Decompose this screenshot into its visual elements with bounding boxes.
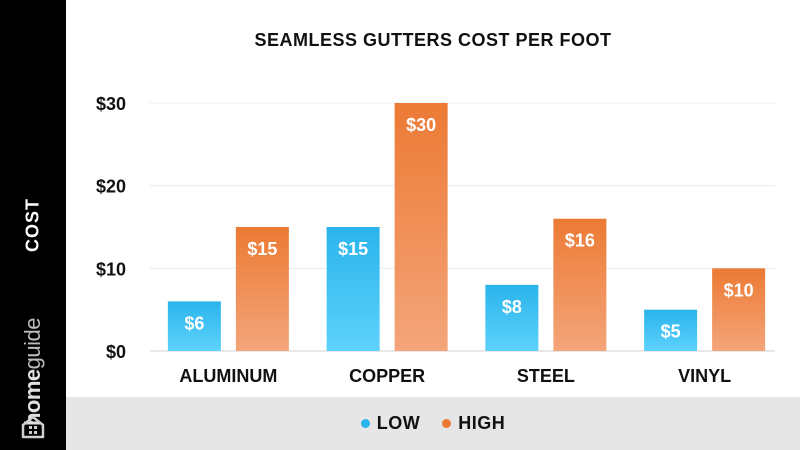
legend-item-high: HIGH (442, 413, 505, 434)
data-label: $30 (406, 115, 436, 135)
x-tick-label: ALUMINUM (179, 366, 277, 386)
data-label: $6 (184, 313, 204, 333)
bar-low-copper (326, 227, 380, 351)
bar-high-copper (394, 103, 448, 351)
y-tick-label: $20 (96, 177, 126, 197)
sidebar: COST homeguide (0, 0, 66, 450)
legend: LOW HIGH (66, 397, 800, 450)
data-label: $15 (247, 239, 277, 259)
data-label: $10 (724, 280, 754, 300)
chart-title: SEAMLESS GUTTERS COST PER FOOT (254, 30, 612, 50)
bar-high-aluminum (235, 227, 289, 351)
house-icon (21, 415, 45, 439)
bar-high-vinyl (712, 268, 766, 351)
bar-low-aluminum (167, 301, 221, 351)
y-tick-label: $30 (96, 94, 126, 114)
legend-item-low: LOW (360, 413, 421, 434)
y-tick-label: $10 (96, 259, 126, 279)
legend-label-high: HIGH (458, 413, 506, 433)
x-tick-label: VINYL (678, 366, 731, 386)
legend-band: LOW HIGH (66, 397, 800, 450)
data-label: $8 (502, 297, 522, 317)
data-label: $15 (338, 239, 368, 259)
legend-label-low: LOW (376, 413, 421, 433)
data-label: $16 (565, 231, 595, 251)
x-tick-label: COPPER (349, 366, 425, 386)
bar-low-steel (485, 284, 539, 351)
bar-low-vinyl (644, 309, 698, 351)
legend-dot-low (360, 419, 370, 428)
bar-high-steel (553, 218, 607, 351)
data-label: $5 (661, 322, 681, 342)
legend-dot-high (442, 419, 452, 428)
y-tick-label: $0 (106, 342, 126, 362)
x-tick-label: STEEL (517, 366, 575, 386)
